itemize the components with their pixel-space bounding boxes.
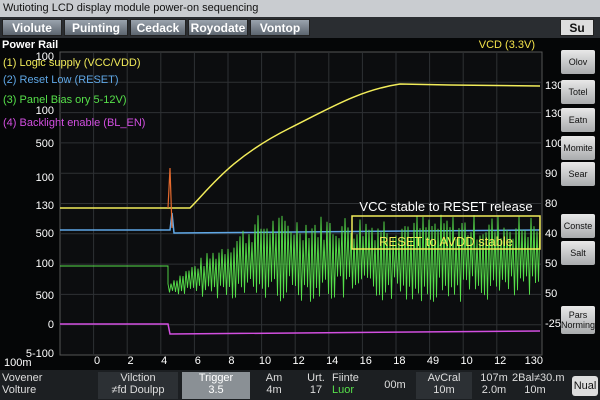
right-axis-label: 50 [545,288,557,300]
status-text: Fiinte [332,372,359,384]
status-text: Volture [2,384,37,396]
status-text: 2.0m [481,384,507,396]
status-text: Vilction [120,372,156,384]
vcc-trace [60,83,541,209]
menu-button[interactable]: Cedack [130,19,186,36]
bias-trace [60,214,541,302]
side-button[interactable]: Conste [561,214,595,238]
annotation: VCC stable to RESET release [359,199,532,214]
left-axis-label: 500 [36,228,54,240]
status-text: 107m [480,372,508,384]
status-text: Nual [573,380,597,392]
status-cell: Vovener Volture [2,372,82,399]
status-text: 17 [309,384,323,396]
x-axis-label: 130 [525,355,543,367]
status-cell: 2Bal≠30.m 10m [512,372,565,399]
status-text: AvCral [427,372,461,384]
grid [60,52,542,355]
left-axis-label: 500 [36,290,54,302]
x-axis-label: 6 [195,355,201,367]
right-axis-label: -25 [545,318,561,330]
status-cell: Am 4m [254,372,294,399]
side-button[interactable]: Olov [561,50,595,74]
title-bar: Wutioting LCD display module power-on se… [0,0,600,17]
status-button[interactable]: Nual [572,376,598,396]
x-axis-label: 0 [94,355,100,367]
left-axis-label: 130 [36,200,54,212]
x-axis-label: 12 [494,355,506,367]
right-axis-label: 130 [545,80,563,92]
legend-entry: (1) Logic supply (VCC/VDD) [3,57,141,69]
x-axis-unit: 100m [4,357,32,369]
status-text: 3.5 [208,384,224,396]
status-cell: Fiinte Luor [332,372,368,399]
right-axis-label: 90 [545,168,557,180]
x-axis-label: 10 [460,355,472,367]
status-text: Am [265,372,283,384]
x-axis-label: 10 [259,355,271,367]
left-axis-label: 100 [36,51,54,63]
status-cell[interactable]: Trigger 3.5 [182,372,250,399]
status-cell: 00m [380,372,410,399]
left-axis-label: 100 [36,105,54,117]
panel-label: Power Rail [2,39,58,51]
menu-button[interactable]: Puinting [64,19,128,36]
side-button[interactable]: Pars Norming [561,306,595,334]
right-axis-label: 50 [545,258,557,270]
annotation: RESET to AVDD stable [379,234,513,249]
annotation-box [351,215,541,250]
left-axis-label: 5-100 [26,348,54,360]
legend-entry: (2) Reset Low (RESET) [3,74,119,86]
status-text: 4m [266,384,282,396]
status-text: 2Bal≠30.m [512,372,565,384]
bl-en-trace [60,323,541,335]
menu-button[interactable]: Royodate [188,19,248,36]
dropdown[interactable]: Su [560,19,594,36]
menu-button[interactable]: Vontop [250,19,310,36]
scope-display: Power Rail VCD (3.3V) VCC stable to RESE… [2,39,563,369]
right-axis-label: 40 [545,228,557,240]
side-button[interactable]: Salt [561,241,595,265]
status-cell: Urt. 17 [300,372,332,399]
status-text: Trigger [198,372,234,384]
right-axis-label: 80 [545,198,557,210]
status-text: Vovener [2,372,43,384]
status-text: ≠fd Doulpp [111,384,165,396]
legend-entry: (3) Panel Bias ory 5-12V) [3,94,127,106]
legend-entry: (4) Backlight enable (BL_EN) [3,117,145,129]
x-axis-label: 16 [360,355,372,367]
status-cell[interactable]: Vilction ≠fd Doulpp [98,372,178,399]
status-text: 00m [384,379,406,391]
left-axis-label: 100 [36,258,54,270]
side-button[interactable]: Totel [561,80,595,104]
x-axis-label: 2 [128,355,134,367]
left-axis-label: 500 [36,138,54,150]
x-axis-label: 12 [292,355,304,367]
left-axis-label: 100 [36,172,54,184]
menu-button[interactable]: Violute [2,19,62,36]
x-axis-label: 18 [393,355,405,367]
channel-label: VCD (3.3V) [479,39,535,51]
status-text: 10m [433,384,455,396]
status-text: Luor [332,384,355,396]
status-text: 10m [524,384,546,396]
right-axis-label: 100 [545,138,563,150]
side-button[interactable]: Eatn [561,108,595,132]
side-button[interactable]: Sear [561,162,595,186]
status-cell[interactable]: AvCral 10m [416,372,472,399]
status-text: Urt. [307,372,325,384]
x-axis-label: 49 [427,355,439,367]
x-axis-label: 14 [326,355,338,367]
left-axis-label: 0 [48,319,54,331]
menu-bar: Violute Puinting Cedack Royodate Vontop … [0,17,600,38]
x-axis-label: 8 [228,355,234,367]
x-axis-label: 4 [161,355,167,367]
window-title: Wutioting LCD display module power-on se… [3,2,259,14]
side-button[interactable]: Momite [561,136,595,160]
trigger-spike [167,167,173,229]
status-cell: 107m 2.0m [476,372,512,399]
right-axis-label: 130 [545,108,563,120]
